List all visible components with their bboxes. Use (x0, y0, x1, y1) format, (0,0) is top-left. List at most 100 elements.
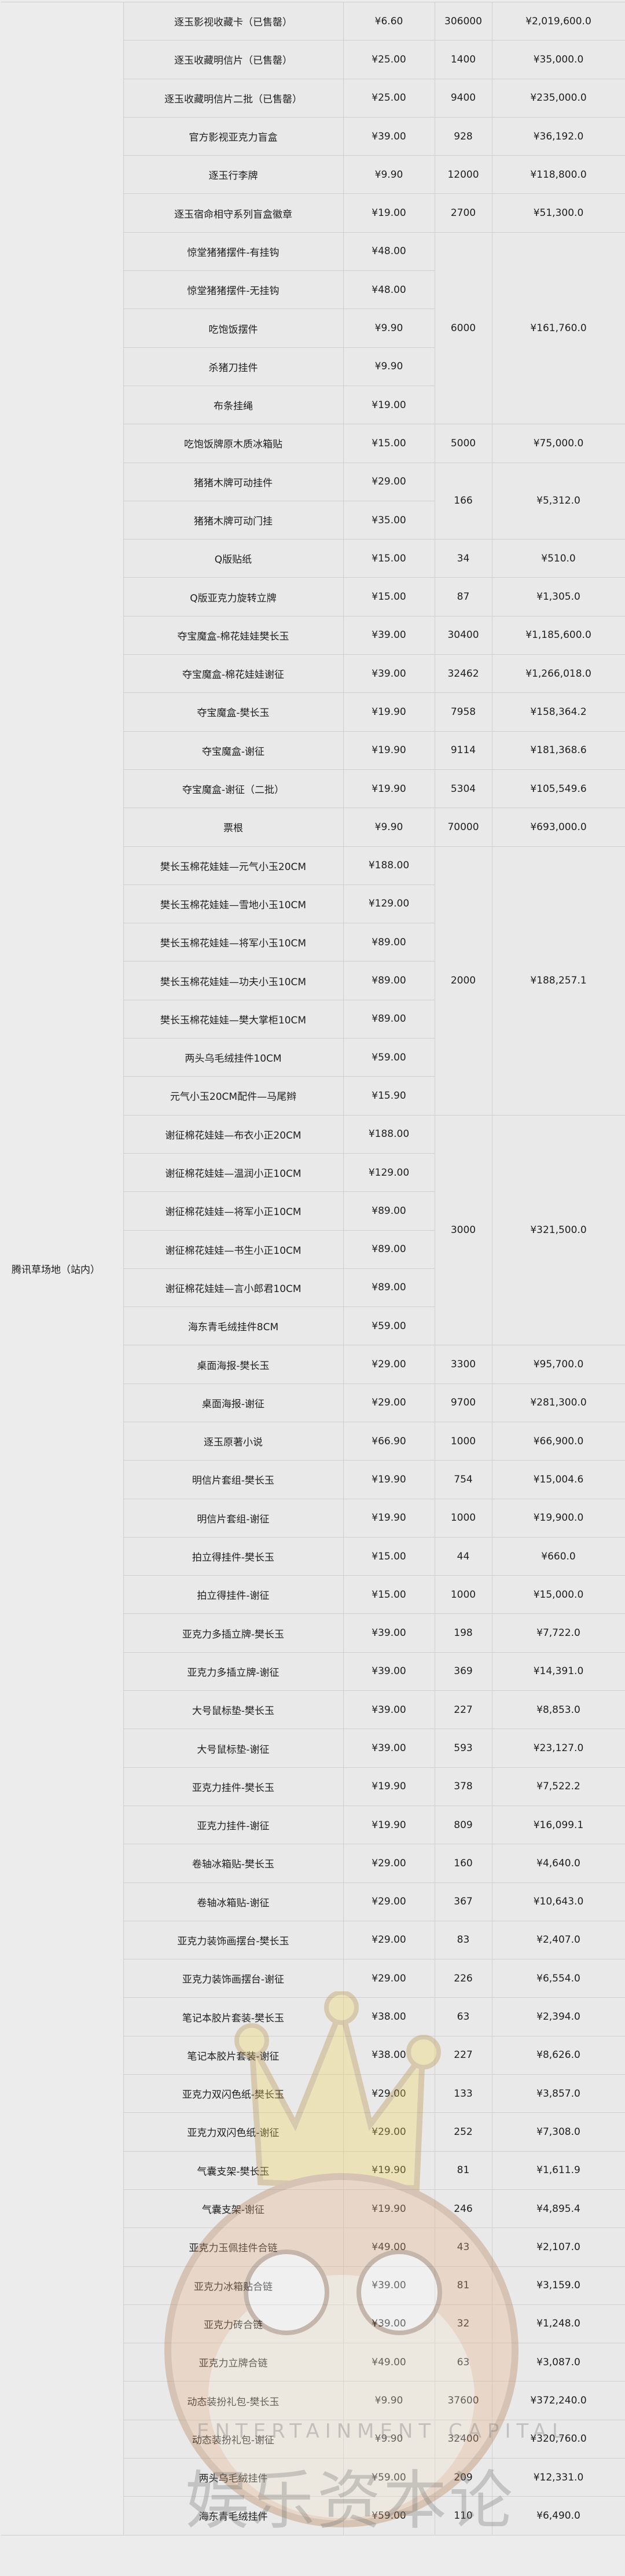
sales-total: ¥2,407.0 (491, 1920, 625, 1960)
sales-total: ¥14,391.0 (491, 1652, 625, 1691)
sales-quantity: 166 (434, 462, 492, 540)
sales-total: ¥75,000.0 (491, 424, 625, 463)
product-name: 樊长玉棉花娃娃—雪地小玉10CM (123, 884, 344, 924)
sales-total: ¥320,760.0 (491, 2419, 625, 2459)
unit-price: ¥29.00 (343, 1844, 435, 1883)
table-row: 气囊支架-樊长玉 ¥19.90 81 ¥1,611.9 (1, 2151, 625, 2190)
table-row: 两头乌毛绒挂件 ¥59.00 209 ¥12,331.0 (1, 2457, 625, 2497)
product-name: 逐玉影视收藏卡（已售罄） (123, 1, 344, 41)
sales-quantity: 87 (434, 577, 492, 617)
product-name: 卷轴冰箱贴-樊长玉 (123, 1844, 344, 1883)
unit-price: ¥89.00 (343, 1191, 435, 1231)
product-name: 明信片套组-樊长玉 (123, 1460, 344, 1499)
unit-price: ¥48.00 (343, 270, 435, 310)
product-name: 拍立得挂件-谢征 (123, 1575, 344, 1614)
sales-quantity: 198 (434, 1613, 492, 1653)
product-name: 布条挂绳 (123, 385, 344, 425)
table-row: 樊长玉棉花娃娃—将军小玉10CM ¥89.00 (1, 923, 625, 962)
table-row: 谢征棉花娃娃—将军小正10CM ¥89.00 (1, 1191, 625, 1231)
sales-quantity: 12000 (434, 155, 492, 195)
unit-price: ¥9.90 (343, 347, 435, 386)
unit-price: ¥19.00 (343, 193, 435, 233)
sales-total: ¥66,900.0 (491, 1421, 625, 1461)
sales-total: ¥2,394.0 (491, 1997, 625, 2036)
unit-price: ¥25.00 (343, 40, 435, 79)
table-row: 夺宝魔盒-谢征 ¥19.90 9114 ¥181,368.6 (1, 731, 625, 770)
platform-cell: 腾讯草场地（站内） (1, 2, 124, 2535)
sales-total: ¥7,522.2 (491, 1767, 625, 1806)
sales-quantity: 754 (434, 1460, 492, 1499)
sales-total: ¥2,107.0 (491, 2228, 625, 2267)
sales-total: ¥6,554.0 (491, 1959, 625, 1998)
table-row: 拍立得挂件-樊长玉 ¥15.00 44 ¥660.0 (1, 1536, 625, 1576)
sales-quantity: 1400 (434, 40, 492, 79)
table-row: 吃饱饭牌原木质冰箱贴 ¥15.00 5000 ¥75,000.0 (1, 424, 625, 463)
product-name: 海东青毛绒挂件8CM (123, 1307, 344, 1346)
product-name: 谢征棉花娃娃—布衣小正20CM (123, 1114, 344, 1154)
sales-quantity: 1000 (434, 1575, 492, 1614)
sales-quantity: 32 (434, 2304, 492, 2344)
sales-total: ¥16,099.1 (491, 1805, 625, 1845)
unit-price: ¥29.00 (343, 2074, 435, 2113)
unit-price: ¥19.90 (343, 731, 435, 770)
sales-quantity: 928 (434, 116, 492, 156)
sales-quantity: 306000 (434, 1, 492, 41)
sales-total: ¥1,248.0 (491, 2304, 625, 2344)
table-row: 卷轴冰箱贴-谢征 ¥29.00 367 ¥10,643.0 (1, 1882, 625, 1921)
sales-quantity: 9700 (434, 1383, 492, 1422)
product-name: 海东青毛绒挂件 (123, 2496, 344, 2535)
table-row: 拍立得挂件-谢征 ¥15.00 1000 ¥15,000.0 (1, 1575, 625, 1614)
unit-price: ¥15.00 (343, 1536, 435, 1576)
table-row: 卷轴冰箱贴-樊长玉 ¥29.00 160 ¥4,640.0 (1, 1844, 625, 1883)
sales-total: ¥1,611.9 (491, 2151, 625, 2190)
unit-price: ¥29.00 (343, 1882, 435, 1921)
sales-total: ¥161,760.0 (491, 232, 625, 425)
sales-total: ¥321,500.0 (491, 1114, 625, 1346)
table-row: 笔记本胶片套装-樊长玉 ¥38.00 63 ¥2,394.0 (1, 1997, 625, 2036)
product-name: 气囊支架-谢征 (123, 2189, 344, 2229)
product-name: 逐玉收藏明信片（已售罄） (123, 40, 344, 79)
sales-total: ¥6,490.0 (491, 2496, 625, 2535)
sales-quantity: 37600 (434, 2381, 492, 2420)
unit-price: ¥39.00 (343, 615, 435, 655)
unit-price: ¥29.00 (343, 1345, 435, 1384)
product-name: 亚克力砖合链 (123, 2304, 344, 2344)
sales-total: ¥1,305.0 (491, 577, 625, 617)
table-row: 惊堂猪猪摆件-有挂钩 ¥48.00 6000 ¥161,760.0 (1, 232, 625, 425)
sales-total: ¥15,000.0 (491, 1575, 625, 1614)
sales-quantity: 7958 (434, 692, 492, 732)
sales-quantity: 110 (434, 2496, 492, 2535)
product-name: 亚克力立牌合链 (123, 2343, 344, 2382)
table-row: 亚克力立牌合链 ¥49.00 63 ¥3,087.0 (1, 2343, 625, 2382)
sales-total: ¥1,266,018.0 (491, 654, 625, 693)
table-row: 亚克力装饰画摆台-樊长玉 ¥29.00 83 ¥2,407.0 (1, 1920, 625, 1960)
unit-price: ¥89.00 (343, 1230, 435, 1269)
table-row: 元气小玉20CM配件—马尾辫 ¥15.90 (1, 1076, 625, 1115)
table-row: 亚克力冰箱贴合链 ¥39.00 81 ¥3,159.0 (1, 2266, 625, 2305)
unit-price: ¥19.90 (343, 1460, 435, 1499)
table-row: 吃饱饭摆件 ¥9.90 (1, 309, 625, 348)
table-row: 谢征棉花娃娃—言小郎君10CM ¥89.00 (1, 1268, 625, 1308)
sales-quantity: 3000 (434, 1114, 492, 1346)
sales-quantity: 5000 (434, 424, 492, 463)
sales-total: ¥10,643.0 (491, 1882, 625, 1921)
unit-price: ¥59.00 (343, 2496, 435, 2535)
unit-price: ¥39.00 (343, 2304, 435, 2344)
table-row: 笔记本胶片套装-谢征 ¥38.00 227 ¥8,626.0 (1, 2035, 625, 2075)
sales-total: ¥8,626.0 (491, 2035, 625, 2075)
unit-price: ¥39.00 (343, 1690, 435, 1730)
sales-total: ¥4,895.4 (491, 2189, 625, 2229)
table-row: 杀猪刀挂件 ¥9.90 (1, 347, 625, 386)
product-name: 逐玉收藏明信片二批（已售罄） (123, 78, 344, 118)
sales-quantity: 133 (434, 2074, 492, 2113)
table-row: 樊长玉棉花娃娃—雪地小玉10CM ¥129.00 (1, 884, 625, 924)
table-row: 谢征棉花娃娃—温润小正10CM ¥129.00 (1, 1153, 625, 1192)
table-row: 谢征棉花娃娃—布衣小正20CM ¥188.00 3000 ¥321,500.0 (1, 1114, 625, 1346)
unit-price: ¥188.00 (343, 1114, 435, 1154)
sales-quantity: 43 (434, 2228, 492, 2267)
product-name: 票根 (123, 808, 344, 847)
table-row: 两头乌毛绒挂件10CM ¥59.00 (1, 1038, 625, 1077)
unit-price: ¥59.00 (343, 1307, 435, 1346)
product-name: 桌面海报-谢征 (123, 1383, 344, 1422)
